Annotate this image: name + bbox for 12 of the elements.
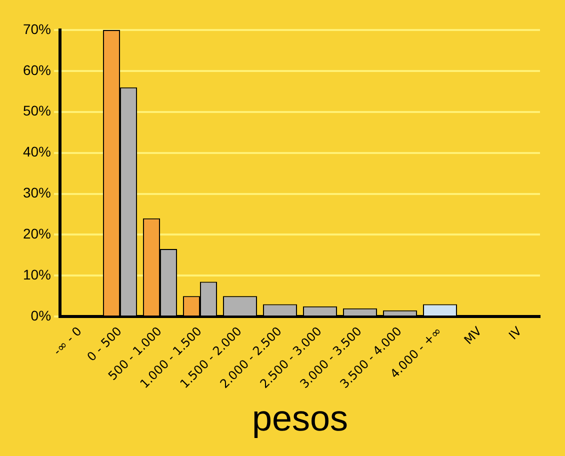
y-tick-label: 60% — [22, 62, 52, 78]
x-tick-label: IV — [506, 324, 525, 342]
y-tick-label: 0% — [30, 307, 52, 324]
y-tick-label: 30% — [22, 184, 52, 201]
y-tick-label: 50% — [22, 102, 52, 119]
y-tick-label: 10% — [22, 266, 52, 282]
y-tick-label: 40% — [22, 144, 52, 160]
y-tick-label: 20% — [22, 226, 52, 242]
x-axis-title: pesos — [252, 397, 348, 438]
y-tick-label: 70% — [22, 20, 52, 37]
x-tick-label: -∞ - 0 — [50, 324, 84, 358]
x-tick-label: MV — [461, 324, 485, 348]
